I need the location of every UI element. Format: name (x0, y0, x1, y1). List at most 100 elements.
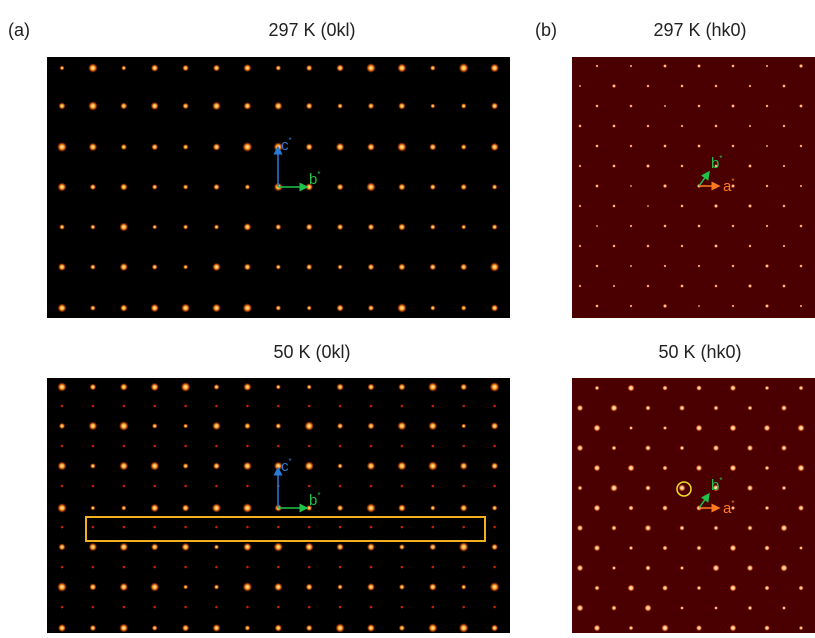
spot (697, 104, 701, 108)
spot (748, 164, 752, 168)
weak-spot (122, 484, 126, 488)
spot (180, 382, 191, 392)
spot (629, 426, 633, 430)
spot (121, 505, 127, 511)
spot (428, 623, 438, 633)
weak-spot (307, 444, 311, 448)
spot (490, 422, 499, 430)
image-title: 50 K (hk0) (658, 342, 741, 362)
spot (731, 224, 735, 228)
spot (646, 284, 650, 288)
spot (576, 404, 584, 412)
spot (90, 305, 96, 311)
spot (305, 223, 313, 231)
spot (212, 64, 221, 72)
spot (243, 382, 252, 392)
spot (398, 263, 406, 271)
spot (183, 584, 189, 590)
spot (182, 144, 189, 150)
spot (798, 63, 804, 69)
spot (645, 565, 651, 571)
spot (88, 421, 98, 431)
spot (58, 102, 66, 110)
spot (182, 184, 189, 190)
vector-name: b (309, 171, 317, 188)
spot (305, 143, 313, 151)
weak-spot (400, 565, 404, 569)
spot (748, 84, 752, 88)
spot (430, 103, 436, 109)
spot (243, 223, 252, 231)
weak-spot (91, 605, 95, 609)
spot (629, 64, 633, 68)
spot (213, 224, 220, 230)
spot (491, 224, 498, 230)
spot (595, 304, 599, 308)
weak-spot (184, 484, 187, 488)
spot (150, 503, 159, 513)
spot (461, 224, 467, 230)
spots (57, 63, 805, 633)
spot (151, 184, 158, 190)
spot (119, 582, 129, 592)
spot (729, 424, 737, 432)
spot (151, 264, 158, 270)
weak-spot (493, 565, 496, 569)
spot (799, 184, 803, 188)
spot (429, 65, 436, 71)
spot (577, 485, 583, 491)
weak-spot (338, 404, 342, 408)
weak-spot (277, 404, 280, 408)
spot (397, 142, 407, 152)
weak-spot (153, 605, 156, 609)
panel-label: (b) (535, 20, 557, 40)
weak-spot (153, 404, 156, 408)
weak-spot (307, 484, 311, 488)
weak-spot (153, 565, 156, 569)
vector-sup: * (317, 491, 320, 500)
weak-spot (431, 605, 435, 609)
weak-spot (91, 404, 95, 408)
spot (336, 504, 344, 512)
spot (780, 404, 788, 412)
spot (765, 144, 769, 148)
spot (461, 584, 467, 590)
spot (336, 304, 344, 312)
spot (696, 385, 702, 391)
spot (797, 504, 805, 512)
spot (764, 505, 770, 511)
weak-spot (431, 565, 435, 569)
spot (460, 144, 467, 150)
spot (663, 64, 667, 68)
image-title: 297 K (hk0) (653, 20, 746, 40)
spot (212, 624, 221, 632)
spot (697, 64, 701, 68)
spot (612, 244, 616, 248)
spot (765, 104, 769, 108)
weak-spot (277, 565, 280, 569)
vector-sup: * (719, 154, 722, 163)
spot (398, 102, 406, 110)
spot (183, 423, 189, 429)
weak-spot (60, 484, 64, 488)
spot (662, 303, 668, 309)
spot (764, 465, 770, 471)
spot (730, 183, 736, 189)
spot (151, 423, 158, 429)
spot (366, 182, 376, 192)
spot (747, 283, 753, 289)
spot (662, 465, 668, 471)
weak-spot (277, 605, 280, 609)
weak-spot (60, 525, 64, 529)
spot (336, 64, 344, 72)
spot (89, 383, 97, 391)
weak-spot (369, 565, 373, 569)
spot (714, 84, 718, 88)
spot (731, 64, 735, 68)
spot (627, 384, 635, 392)
spot (305, 64, 313, 72)
spot (611, 445, 617, 451)
weak-spot (122, 525, 126, 529)
spot (213, 384, 220, 390)
spot (679, 405, 685, 411)
